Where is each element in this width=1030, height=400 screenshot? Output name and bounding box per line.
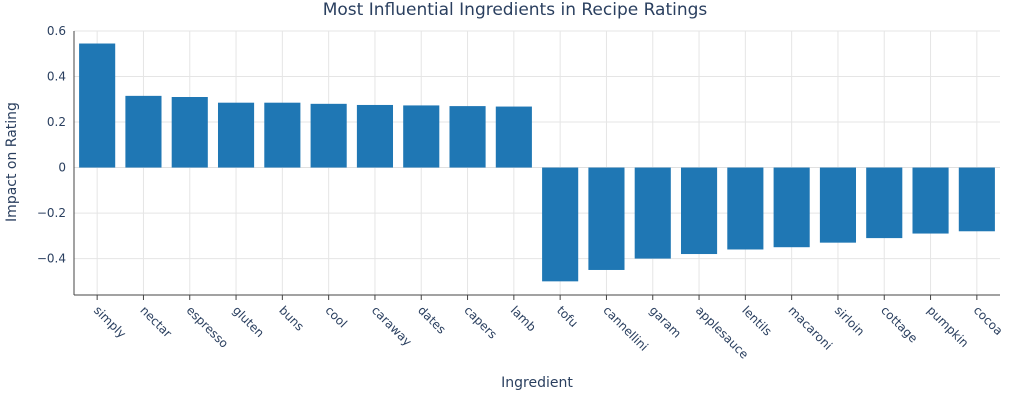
x-tick-label: dates: [415, 303, 448, 336]
chart-title: Most Influential Ingredients in Recipe R…: [323, 0, 708, 20]
x-tick-label: tofu: [554, 303, 581, 330]
x-tick-label: gluten: [230, 303, 267, 340]
bar-applesauce: [680, 167, 718, 255]
y-axis-title: Impact on Rating: [4, 102, 20, 222]
bars: [79, 43, 995, 282]
y-tick-label: 0: [58, 161, 66, 175]
y-tick-label: 0.6: [47, 24, 66, 38]
x-tick-label: cool: [323, 303, 350, 330]
x-tick-label: cannellini: [600, 303, 651, 354]
x-tick-label: sirloin: [832, 303, 867, 338]
bar-simply: [79, 43, 116, 168]
x-tick-label: nectar: [137, 303, 174, 340]
x-tick-label: cottage: [878, 303, 920, 345]
bar-garam: [634, 167, 671, 259]
y-tick-label: −0.2: [37, 206, 66, 220]
bar-caraway: [356, 104, 394, 168]
y-axis-ticks: −0.4 −0.2 0 0.2 0.4 0.6: [37, 24, 66, 266]
bar-cool: [310, 103, 347, 168]
bar-capers: [449, 106, 486, 168]
x-tick-label: lamb: [508, 303, 539, 334]
gridlines: [74, 30, 1000, 295]
x-axis-title: Ingredient: [501, 375, 573, 391]
bar-espresso: [171, 97, 208, 168]
x-tick-label: garam: [647, 303, 684, 340]
x-tick-label: pumpkin: [924, 303, 971, 350]
bar-gluten: [217, 102, 255, 168]
x-tick-label: cocoa: [971, 303, 1006, 338]
bar-cocoa: [958, 167, 995, 232]
bar-cannellini: [588, 167, 625, 270]
bar-pumpkin: [912, 167, 949, 234]
bar-tofu: [542, 167, 579, 282]
bar-lentils: [727, 167, 764, 250]
bar-lamb: [495, 106, 532, 168]
bar-dates: [403, 105, 440, 168]
x-tick-label: espresso: [184, 303, 231, 350]
x-tick-label: caraway: [369, 303, 415, 349]
x-tick-label: macaroni: [786, 303, 835, 352]
x-tick-label: lentils: [739, 303, 774, 338]
x-tick-label: buns: [276, 303, 306, 333]
y-tick-label: 0.4: [47, 70, 66, 84]
bar-buns: [264, 102, 301, 168]
bar-nectar: [125, 95, 162, 168]
x-tick-label: capers: [461, 303, 499, 341]
x-tick-label: simply: [91, 303, 129, 341]
bar-cottage: [866, 167, 903, 239]
bar-sirloin: [819, 167, 857, 243]
y-tick-label: −0.4: [37, 252, 66, 266]
y-tick-label: 0.2: [47, 115, 66, 129]
bar-macaroni: [773, 167, 810, 248]
